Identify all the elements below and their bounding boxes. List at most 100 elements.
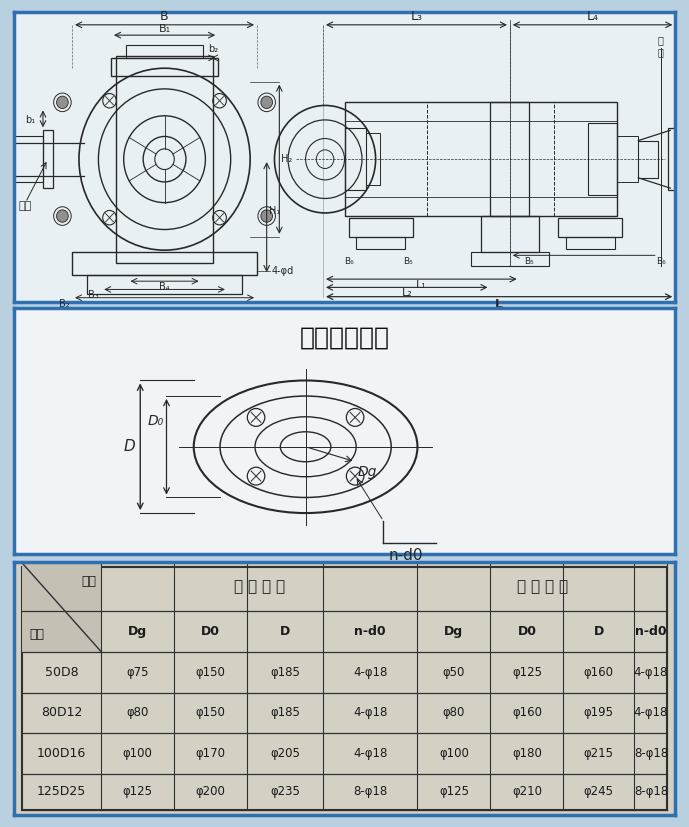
Text: φ200: φ200 — [196, 785, 226, 798]
Text: 型号: 型号 — [81, 576, 96, 588]
Text: D: D — [123, 439, 135, 454]
Bar — [668, 128, 676, 190]
Text: B₄: B₄ — [159, 282, 170, 292]
Circle shape — [261, 96, 273, 108]
Bar — [471, 252, 548, 265]
Bar — [344, 128, 366, 190]
Text: φ150: φ150 — [196, 706, 226, 719]
Text: 4-φ18: 4-φ18 — [353, 666, 387, 679]
Text: n-d0: n-d0 — [354, 625, 386, 638]
Bar — [111, 58, 218, 77]
Text: φ170: φ170 — [196, 747, 226, 760]
Circle shape — [56, 210, 68, 222]
Text: b₁: b₁ — [25, 115, 35, 125]
Bar — [344, 103, 617, 216]
Text: φ160: φ160 — [584, 666, 614, 679]
Text: φ125: φ125 — [123, 785, 153, 798]
Text: L₄: L₄ — [586, 10, 599, 22]
Text: B₆: B₆ — [656, 257, 666, 266]
Text: b₂: b₂ — [208, 44, 218, 54]
Text: B₆: B₆ — [344, 257, 354, 266]
Circle shape — [261, 210, 273, 222]
Text: B₃: B₃ — [88, 290, 99, 300]
Text: φ100: φ100 — [123, 747, 153, 760]
Text: n-d0: n-d0 — [389, 547, 423, 563]
Text: φ80: φ80 — [127, 706, 149, 719]
Text: 吸入吐出法兰: 吸入吐出法兰 — [300, 326, 389, 350]
Text: φ80: φ80 — [443, 706, 465, 719]
Text: φ100: φ100 — [439, 747, 469, 760]
Text: 4-φ18: 4-φ18 — [634, 706, 668, 719]
Text: φ205: φ205 — [270, 747, 300, 760]
Bar — [491, 103, 529, 216]
Text: φ235: φ235 — [270, 785, 300, 798]
Text: φ50: φ50 — [443, 666, 465, 679]
Text: D₀: D₀ — [147, 414, 163, 428]
Text: 出
水: 出 水 — [658, 36, 664, 57]
Bar — [72, 252, 257, 275]
Bar — [617, 136, 638, 182]
Text: 尺寸: 尺寸 — [30, 628, 44, 641]
Text: 100D16: 100D16 — [37, 747, 86, 760]
Bar — [21, 562, 101, 652]
Bar — [87, 275, 243, 294]
Bar — [559, 218, 621, 237]
Text: φ125: φ125 — [512, 666, 542, 679]
Text: Dg: Dg — [128, 625, 147, 638]
Text: 吐 出 法 兰: 吐 出 法 兰 — [517, 579, 568, 595]
Text: Dg: Dg — [444, 625, 464, 638]
Text: 进水: 进水 — [19, 201, 32, 211]
Text: 4-φ18: 4-φ18 — [353, 747, 387, 760]
Text: φ185: φ185 — [270, 706, 300, 719]
Bar — [125, 45, 203, 58]
Bar — [588, 123, 617, 195]
Text: φ75: φ75 — [127, 666, 149, 679]
Text: φ125: φ125 — [439, 785, 469, 798]
Text: L: L — [495, 298, 503, 311]
Text: 50D8: 50D8 — [45, 666, 79, 679]
Text: 4-φ18: 4-φ18 — [634, 666, 668, 679]
Text: B₁: B₁ — [158, 24, 171, 34]
Bar — [566, 237, 615, 249]
Text: 4-φd: 4-φd — [271, 265, 294, 276]
Text: 8-φ18: 8-φ18 — [634, 785, 668, 798]
Bar — [366, 133, 380, 185]
Text: D0: D0 — [201, 625, 220, 638]
Text: n-d0: n-d0 — [635, 625, 667, 638]
Text: B: B — [161, 10, 169, 22]
Bar — [43, 131, 52, 189]
Bar — [116, 56, 213, 263]
Text: φ210: φ210 — [512, 785, 542, 798]
Text: 4-φ18: 4-φ18 — [353, 706, 387, 719]
Text: 8-φ18: 8-φ18 — [634, 747, 668, 760]
Text: φ150: φ150 — [196, 666, 226, 679]
Text: Dg: Dg — [357, 465, 376, 479]
Bar — [14, 136, 43, 182]
Bar — [638, 141, 658, 178]
Text: 8-φ18: 8-φ18 — [353, 785, 387, 798]
Text: 吸 入 法 兰: 吸 入 法 兰 — [234, 579, 285, 595]
Text: D: D — [280, 625, 290, 638]
Text: φ185: φ185 — [270, 666, 300, 679]
Text: φ180: φ180 — [512, 747, 542, 760]
Text: B₅: B₅ — [524, 257, 534, 266]
Text: L₁: L₁ — [416, 280, 426, 290]
Bar — [481, 216, 539, 252]
Bar — [356, 237, 405, 249]
Text: D: D — [594, 625, 604, 638]
Text: L₂: L₂ — [402, 289, 412, 299]
Text: L₃: L₃ — [411, 10, 422, 22]
Text: D0: D0 — [517, 625, 536, 638]
Text: H₁: H₁ — [269, 206, 280, 216]
Text: φ195: φ195 — [584, 706, 614, 719]
Circle shape — [56, 96, 68, 108]
Text: H₂: H₂ — [281, 154, 293, 165]
Text: B₂: B₂ — [59, 299, 69, 308]
Text: φ215: φ215 — [584, 747, 614, 760]
Bar — [349, 218, 413, 237]
Text: φ245: φ245 — [584, 785, 614, 798]
Text: 80D12: 80D12 — [41, 706, 82, 719]
Text: B₅: B₅ — [403, 257, 413, 266]
Text: φ160: φ160 — [512, 706, 542, 719]
Text: 125D25: 125D25 — [37, 785, 86, 798]
